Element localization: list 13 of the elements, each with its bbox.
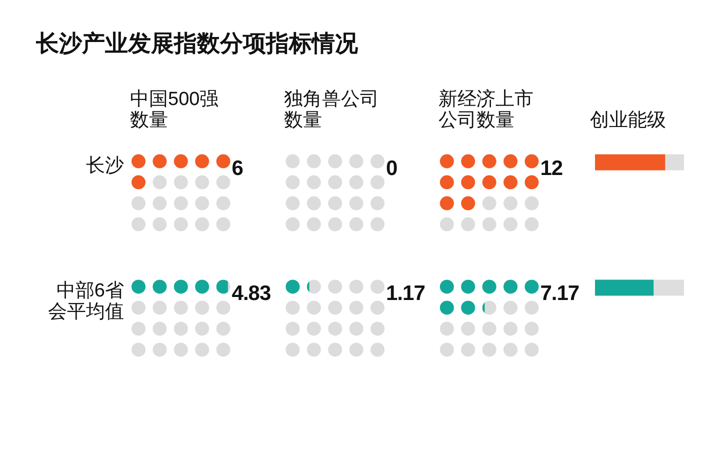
data-label: 6 [232,156,243,180]
category-label: 新经济上市公司数量 [438,88,534,130]
data-label: 12 [540,156,563,180]
category-label: 独角兽公司数量 [284,88,380,130]
legend-label: 中部6省会平均值 [48,279,124,322]
text: 长沙产业发展指数分项指标情况 [35,30,359,56]
text: 创业能级 [590,110,666,130]
data-label: 7.17 [540,282,580,306]
data-label: 0 [386,156,398,180]
data-label: 4.83 [232,282,271,306]
data-label: 1.17 [386,282,425,306]
category-label: 中国500强数量 [130,88,219,130]
legend-label: 长沙 [86,154,124,176]
